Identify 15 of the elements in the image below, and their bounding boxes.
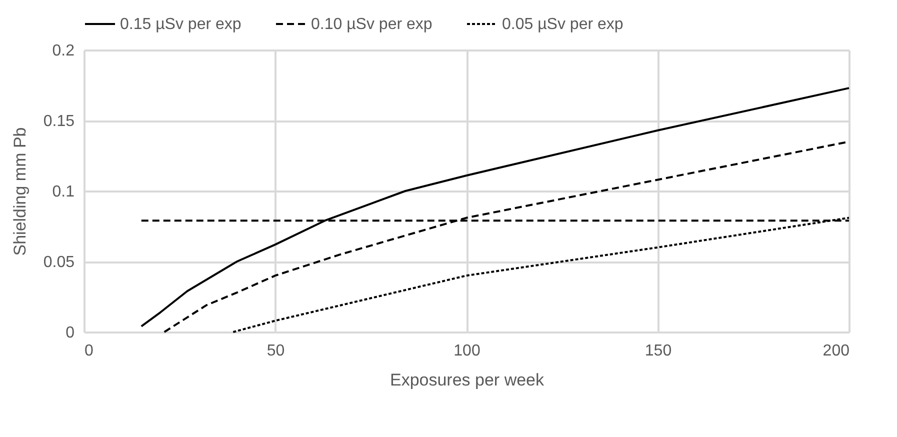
x-axis-title: Exposures per week [390,370,545,390]
y-tick-label: 0.2 [52,42,75,60]
y-tick-label: 0.15 [43,113,75,130]
x-tick-label: 0 [84,342,94,360]
legend-label: 0.05 µSv per exp [502,16,624,33]
y-tick-label: 0 [66,324,75,342]
x-tick-label: 100 [454,342,480,360]
x-tick-label: 50 [266,342,285,360]
y-tick-label: 0.05 [43,254,75,271]
x-tick-label: 150 [644,342,672,360]
legend-label: 0.10 µSv per exp [311,16,432,33]
x-tick-label: 200 [822,342,850,360]
legend-label: 0.15 µSv per exp [120,16,242,33]
y-axis-title: Shielding mm Pb [10,127,30,256]
y-tick-label: 0.1 [52,184,75,200]
